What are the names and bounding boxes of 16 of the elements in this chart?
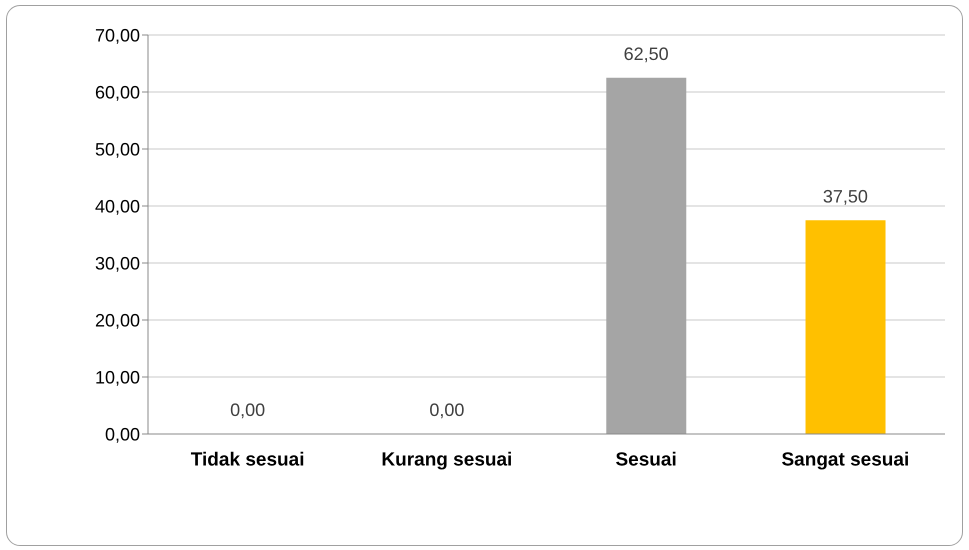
data-label: 0,00 bbox=[429, 400, 464, 420]
y-tick-label: 50,00 bbox=[94, 139, 140, 160]
x-tick-label: Sesuai bbox=[615, 449, 677, 470]
y-tick-label: 30,00 bbox=[94, 253, 140, 274]
y-tick-label: 70,00 bbox=[94, 25, 140, 46]
y-tick-label: 40,00 bbox=[94, 196, 140, 216]
y-tick-label: 0,00 bbox=[104, 424, 140, 444]
data-label: 62,50 bbox=[624, 44, 669, 64]
data-label: 0,00 bbox=[230, 400, 266, 420]
y-tick-label: 60,00 bbox=[94, 82, 140, 102]
x-tick-label: Kurang sesuai bbox=[381, 449, 512, 470]
data-label: 37,50 bbox=[822, 186, 868, 206]
y-tick-label: 20,00 bbox=[94, 310, 140, 330]
x-tick-label: Sangat sesuai bbox=[781, 449, 910, 470]
x-tick-label: Tidak sesuai bbox=[190, 449, 304, 470]
y-tick-label: 10,00 bbox=[94, 367, 140, 388]
